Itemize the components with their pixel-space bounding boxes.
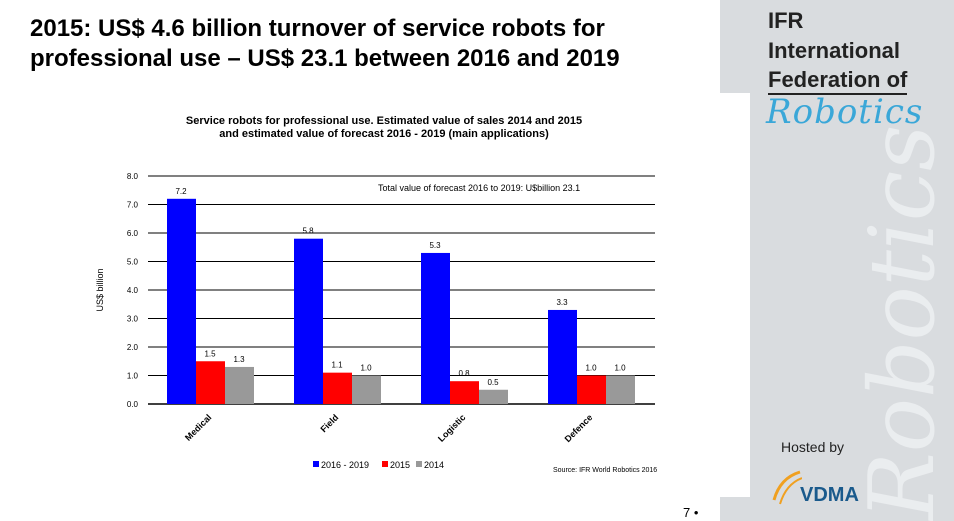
bar-field-2 [352, 375, 381, 404]
logo-international: International [768, 38, 901, 63]
y-tick-label: 6.0 [127, 229, 139, 238]
bar-logistic-1 [450, 381, 479, 404]
data-label: 1.0 [360, 364, 372, 373]
bar-chart: Service robots for professional use. Est… [95, 115, 657, 474]
logo-ifr: IFR [768, 8, 804, 33]
bar-medical-1 [196, 361, 225, 404]
legend-swatch [382, 461, 388, 467]
robotics-watermark: Robotics [850, 124, 954, 520]
chart-title-2: and estimated value of forecast 2016 - 2… [219, 128, 549, 140]
bar-medical-2 [225, 366, 254, 404]
data-label: 0.8 [458, 369, 470, 378]
hosted-by-label: Hosted by [781, 439, 845, 455]
y-tick-label: 7.0 [127, 201, 139, 210]
bar-defence-0 [548, 309, 577, 404]
data-label: 3.3 [556, 298, 568, 307]
bar-logistic-2 [479, 389, 508, 404]
legend-label: 2016 - 2019 [321, 460, 369, 470]
data-label: 5.8 [302, 227, 314, 236]
data-label: 1.1 [331, 361, 343, 370]
legend-label: 2014 [424, 460, 444, 470]
y-tick-label: 5.0 [127, 258, 139, 267]
title-line-2: professional use – US$ 23.1 between 2016… [30, 45, 620, 72]
bar-field-0 [294, 238, 323, 404]
page-number: 7 • [683, 505, 699, 520]
logo-robotics-script: Robotics [766, 92, 924, 132]
data-label: 1.0 [614, 364, 626, 373]
data-label: 1.5 [204, 349, 216, 358]
vdma-logo: VDMA [800, 484, 859, 506]
x-tick-label: Logistic [436, 412, 467, 443]
bar-defence-1 [577, 375, 606, 404]
y-tick-label: 2.0 [127, 343, 139, 352]
y-axis-label: US$ billion [95, 268, 105, 311]
sidebar-panel [720, 0, 954, 521]
y-tick-label: 4.0 [127, 286, 139, 295]
x-tick-label: Defence [563, 412, 595, 444]
data-label: 0.5 [487, 378, 499, 387]
bar-defence-2 [606, 375, 635, 404]
total-annotation: Total value of forecast 2016 to 2019: U$… [378, 183, 580, 193]
sidebar-inset [720, 93, 750, 497]
bar-logistic-0 [421, 252, 450, 404]
data-label: 7.2 [175, 187, 187, 196]
y-tick-label: 1.0 [127, 372, 139, 381]
x-tick-label: Medical [183, 412, 213, 442]
x-tick-label: Field [318, 412, 340, 434]
bar-medical-0 [167, 198, 196, 404]
vdma-logo-icon [772, 470, 802, 505]
y-tick-label: 8.0 [127, 172, 139, 181]
data-label: 1.3 [233, 355, 245, 364]
legend-label: 2015 [390, 460, 410, 470]
source-note: Source: IFR World Robotics 2016 [553, 467, 657, 474]
y-tick-label: 0.0 [127, 400, 139, 409]
bar-field-1 [323, 372, 352, 404]
data-label: 5.3 [429, 241, 441, 250]
legend-swatch [313, 461, 319, 467]
data-label: 1.0 [585, 364, 597, 373]
title-line-1: 2015: US$ 4.6 billion turnover of servic… [30, 15, 605, 42]
y-tick-label: 3.0 [127, 315, 139, 324]
logo-federation: Federation of [768, 67, 908, 95]
legend-swatch [416, 461, 422, 467]
chart-title-1: Service robots for professional use. Est… [186, 115, 582, 127]
slide-title: 2015: US$ 4.6 billion turnover of servic… [30, 14, 620, 74]
